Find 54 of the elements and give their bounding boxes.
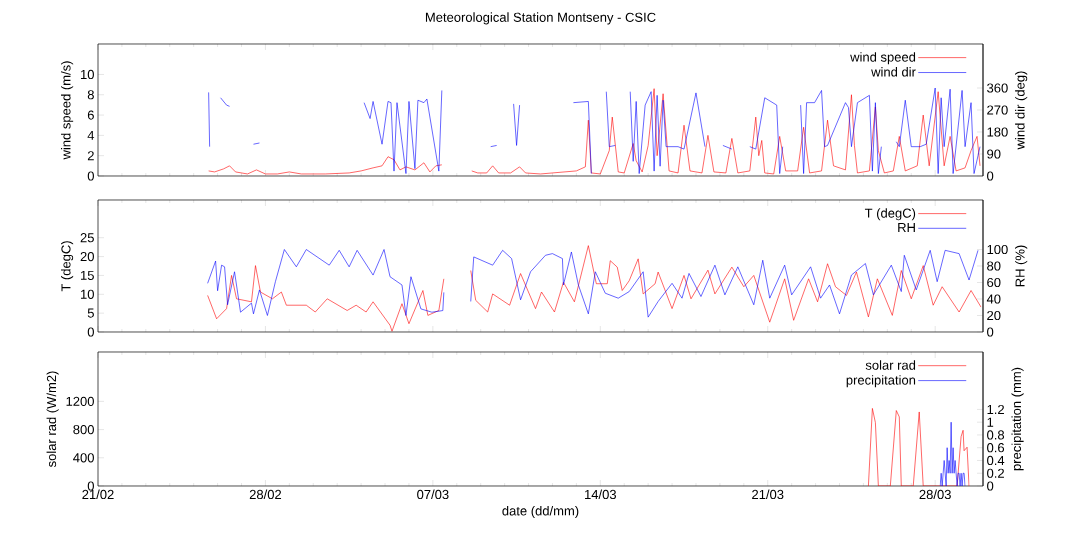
y2-tick-label: 0.8 bbox=[987, 430, 1005, 440]
x-tick-label: 28/02 bbox=[249, 489, 282, 500]
y-axis-title: wind speed (m/s) bbox=[61, 61, 74, 160]
legend-label: solar rad bbox=[865, 360, 916, 370]
legend-label: wind dir bbox=[871, 67, 916, 77]
y2-tick-label: 360 bbox=[987, 83, 1008, 93]
y-tick-label: 20 bbox=[80, 251, 94, 262]
legend-label: precipitation bbox=[846, 375, 916, 388]
y2-tick-label: 0 bbox=[987, 481, 994, 491]
y-axis-title: solar rad (W/m2) bbox=[46, 371, 59, 468]
y2-tick-label: 80 bbox=[987, 261, 1001, 271]
y-axis-title: T (degC) bbox=[61, 241, 74, 292]
y2-axis-title: RH (%) bbox=[1015, 245, 1028, 287]
y-tick-label: 5 bbox=[87, 308, 94, 318]
y-tick-label: 15 bbox=[81, 270, 94, 280]
y-tick-label: 2 bbox=[87, 151, 94, 161]
y-tick-label: 25 bbox=[80, 233, 94, 243]
y2-tick-label: 1 bbox=[987, 417, 994, 427]
y-tick-label: 1200 bbox=[66, 396, 94, 406]
y-tick-label: 0 bbox=[87, 327, 94, 337]
y-tick-label: 400 bbox=[73, 453, 94, 463]
x-tick-label: 07/03 bbox=[417, 489, 449, 500]
y2-tick-label: 40 bbox=[986, 294, 1001, 304]
y2-tick-label: 270 bbox=[987, 105, 1008, 115]
y-tick-label: 10 bbox=[81, 69, 94, 80]
y2-axis-title: wind dir (deg) bbox=[1015, 71, 1028, 150]
y-tick-label: 0 bbox=[87, 481, 94, 491]
y2-tick-label: 180 bbox=[987, 127, 1008, 137]
chart-title: Meteorological Station Montseny - CSIC bbox=[425, 12, 656, 25]
legend-label: wind speed bbox=[850, 52, 916, 65]
y-tick-label: 800 bbox=[73, 424, 94, 435]
y-tick-label: 0 bbox=[87, 171, 94, 181]
y2-tick-label: 0 bbox=[987, 327, 994, 337]
x-tick-label: 28/03 bbox=[919, 489, 951, 500]
y-tick-label: 6 bbox=[87, 110, 94, 120]
y2-tick-label: 20 bbox=[987, 310, 1001, 321]
x-tick-label: 21/03 bbox=[752, 489, 784, 500]
x-tick-label: 14/03 bbox=[585, 489, 616, 500]
y2-tick-label: 0.4 bbox=[987, 455, 1005, 466]
y-tick-label: 8 bbox=[87, 90, 94, 100]
legend-label: T (degC) bbox=[864, 208, 916, 221]
y-tick-label: 10 bbox=[81, 289, 94, 299]
x-axis-title: date (dd/mm) bbox=[502, 505, 579, 519]
y2-tick-label: 0 bbox=[987, 171, 994, 181]
y2-axis-title: precipitation (mm) bbox=[1011, 367, 1024, 471]
y2-tick-label: 60 bbox=[987, 277, 1001, 288]
legend-label: RH bbox=[898, 223, 915, 233]
y2-tick-label: 100 bbox=[987, 244, 1008, 255]
x-tick-label: 21/02 bbox=[82, 489, 114, 500]
y2-tick-label: 0.6 bbox=[987, 443, 1005, 453]
y2-tick-label: 90 bbox=[987, 149, 1001, 159]
y2-tick-label: 0.2 bbox=[987, 468, 1004, 478]
y2-tick-label: 1.2 bbox=[987, 404, 1004, 414]
y-tick-label: 4 bbox=[87, 130, 95, 140]
